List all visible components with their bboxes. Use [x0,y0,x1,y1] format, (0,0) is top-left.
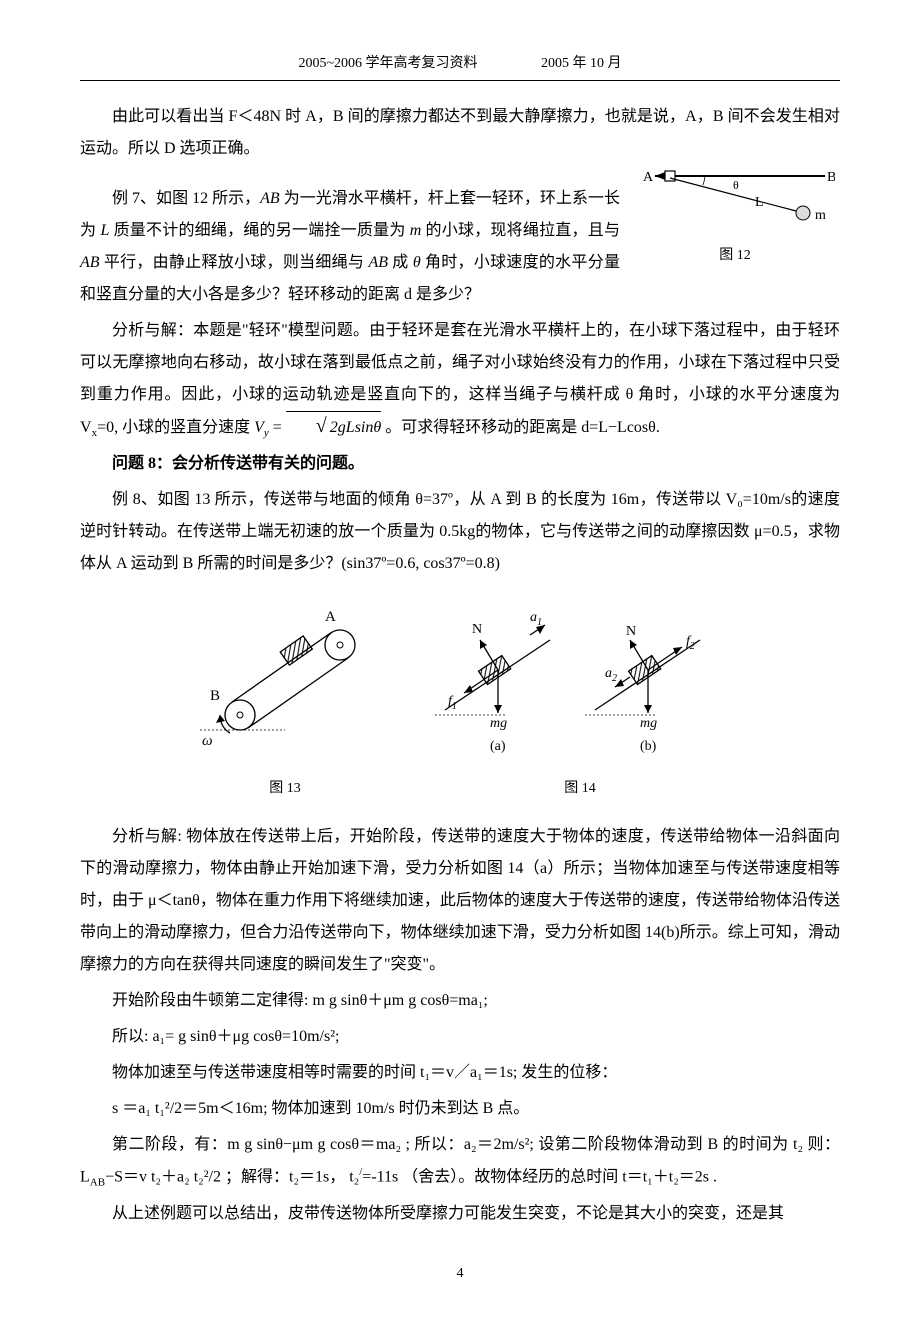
ex7-ab1: AB [260,190,280,207]
figure-14-svg: N f1 mg a1 (a) N f2 mg [430,605,730,755]
fig14a-a1: a1 [530,610,542,628]
fig13-A-label: A [325,609,336,625]
fig14b-f2: f2 [686,634,695,652]
page-header: 2005~2006 学年高考复习资料 2005 年 10 月 [80,50,840,81]
example-7-analysis: 分析与解：本题是"轻环"模型问题。由于轻环是套在光滑水平横杆上的，在小球下落过程… [80,315,840,444]
analysis-p3: 所以: a₁= g sinθ＋μg cosθ=10m/s²; [80,1021,840,1053]
figure-13-block: A B ω 图 13 [190,605,380,803]
analysis-p1: 分析与解: 物体放在传送带上后，开始阶段，传送带的速度大于物体的速度，传送带给物… [80,821,840,981]
a6-t3: =-11s （舍去）。故物体经历的总时间 t＝t₁＋t₂＝2s . [362,1169,717,1186]
question-8-title: 问题 8：会分析传送带有关的问题。 [80,448,840,480]
fig14-caption: 图 14 [430,775,730,803]
ex7-t5: 平行，由静止释放小球，则当细绳与 [100,254,369,271]
figure-14-block: N f1 mg a1 (a) N f2 mg [430,605,730,803]
page-number: 4 [80,1260,840,1288]
paragraph-conclusion: 由此可以看出当 F＜48N 时 A，B 间的摩擦力都达不到最大静摩擦力，也就是说… [80,101,840,165]
fig12-m-label: m [815,208,826,223]
fig12-theta-label: θ [733,178,739,192]
ex7-ab2: AB [80,254,100,271]
example-8-text: 例 8、如图 13 所示，传送带与地面的倾角 θ=37º，从 A 到 B 的长度… [80,484,840,580]
fig12-A-label: A [643,170,654,185]
fig14a-mg: mg [490,716,507,731]
analysis-p5: s ＝a₁ t₁²/2＝5m＜16m; 物体加速到 10m/s 时仍未到达 B … [80,1093,840,1125]
fig14a-N: N [472,622,482,637]
fig12-B-label: B [827,170,835,185]
fig13-omega-label: ω [202,733,213,749]
fig14a-f1: f1 [448,694,457,712]
figure-12-container: A B m L θ 图 12 [630,164,840,270]
ex7a-t2: 。可求得轻环移动的距离是 d=L−Lcosθ. [381,419,660,436]
ex7-t6: 成 [388,254,413,271]
analysis-p6: 第二阶段，有：m g sinθ−μm g cosθ＝ma₂ ; 所以：a₂＝2m… [80,1129,840,1194]
a6-t2: −S＝v t₂＋a₂ t₂²/2 ；解得：t₂＝1s， t₂ [105,1169,359,1186]
analysis-p4: 物体加速至与传送带速度相等时需要的时间 t₁＝v／a₁＝1s; 发生的位移： [80,1057,840,1089]
ex7-m: m [410,222,422,239]
fig14b-N: N [626,624,636,639]
figure-12-svg: A B m L θ [635,164,835,224]
fig14b-mg: mg [640,716,657,731]
fig14-sub-a: (a) [490,739,506,754]
analysis-p7: 从上述例题可以总结出，皮带传送物体所受摩擦力可能发生突变，不论是其大小的突变，还… [80,1198,840,1230]
ex7a-sqrt: 2gLsinθ [330,419,381,436]
figures-13-14-row: A B ω 图 13 N f1 [80,605,840,803]
ex7-ab3: AB [368,254,388,271]
header-left: 2005~2006 学年高考复习资料 [298,50,477,78]
fig13-B-label: B [210,688,220,704]
ex7a-Vy: V [254,419,264,436]
fig12-caption: 图 12 [630,242,840,270]
ex7a-eq0: =0, 小球的竖直分速度 [97,419,254,436]
figure-13-svg: A B ω [190,605,380,755]
analysis-p2: 开始阶段由牛顿第二定律得: m g sinθ＋μm g cosθ=ma₁; [80,985,840,1017]
fig14-sub-b: (b) [640,739,657,754]
ex7-theta: θ [413,254,421,271]
ex7-t3: 质量不计的细绳，绳的另一端拴一质量为 [109,222,409,239]
header-right: 2005 年 10 月 [541,50,622,78]
fig13-caption: 图 13 [190,775,380,803]
fig14b-a2: a2 [605,666,617,684]
fig12-L-label: L [755,195,764,210]
ex7-t1: 例 7、如图 12 所示， [112,190,260,207]
ex7-t4: 的小球，现将绳拉直，且与 [421,222,620,239]
a6-AB: AB [90,1177,105,1189]
